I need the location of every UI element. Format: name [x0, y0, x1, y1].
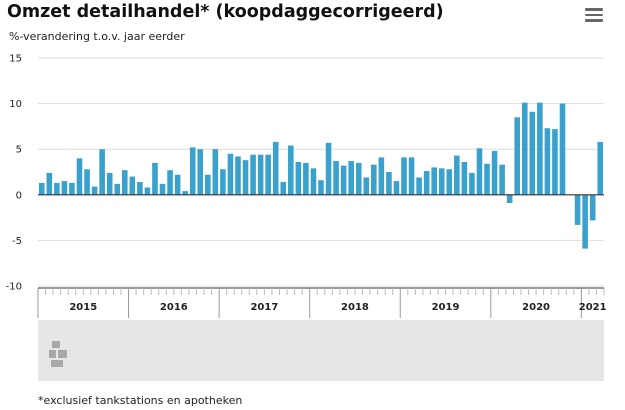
bar[interactable] [310, 168, 317, 195]
bar[interactable] [423, 171, 430, 195]
bar[interactable] [325, 142, 332, 195]
bar[interactable] [386, 172, 392, 195]
bar[interactable] [288, 145, 294, 195]
bar[interactable] [574, 194, 581, 225]
grid-lines [38, 57, 604, 287]
bar[interactable] [544, 128, 551, 195]
bar[interactable] [537, 102, 543, 195]
bar[interactable] [159, 183, 166, 195]
bar[interactable] [491, 151, 498, 195]
bar[interactable] [205, 174, 211, 195]
bar[interactable] [114, 183, 121, 195]
navigator-background[interactable] [38, 320, 604, 381]
bar[interactable] [484, 163, 490, 195]
bar[interactable] [152, 162, 158, 195]
x-axis: 2015 2016 2017 2018 2019 2020 2021 [37, 287, 607, 318]
bar[interactable] [582, 194, 588, 249]
x-tick-label-year: 2018 [341, 302, 369, 313]
bar[interactable] [559, 103, 566, 195]
bar[interactable] [371, 164, 377, 195]
y-tick-label: 5 [16, 145, 22, 156]
bar[interactable] [250, 154, 256, 195]
bar[interactable] [38, 182, 45, 195]
bar[interactable] [461, 161, 468, 195]
bar[interactable] [69, 182, 75, 195]
y-axis-ticks: 15 10 5 0 -5 -10 [6, 54, 22, 293]
bar[interactable] [303, 162, 309, 195]
bar[interactable] [265, 154, 271, 195]
x-tick-label-year: 2021 [579, 302, 607, 313]
bar[interactable] [454, 155, 460, 195]
y-tick-label: -5 [12, 236, 22, 247]
bar[interactable] [167, 170, 173, 195]
x-tick-label-year: 2020 [522, 302, 550, 313]
bar[interactable] [235, 156, 241, 195]
bar[interactable] [227, 153, 234, 195]
bar[interactable] [84, 169, 90, 195]
x-tick-label-year: 2016 [160, 302, 188, 313]
bar[interactable] [61, 181, 68, 195]
bar[interactable] [220, 169, 226, 195]
bar[interactable] [401, 157, 407, 195]
bar[interactable] [137, 182, 143, 195]
bar[interactable] [272, 141, 279, 195]
bar[interactable] [408, 157, 415, 195]
bar[interactable] [46, 172, 53, 195]
y-axis-label: %-verandering t.o.v. jaar eerder [9, 30, 185, 43]
x-tick-label-year: 2017 [250, 302, 278, 313]
bar[interactable] [295, 161, 302, 195]
bar[interactable] [106, 172, 113, 195]
bar[interactable] [446, 169, 453, 195]
bar[interactable] [363, 177, 370, 195]
cbs-logo-icon [49, 341, 67, 367]
bar[interactable] [589, 194, 596, 221]
bar[interactable] [552, 129, 558, 195]
bar[interactable] [416, 177, 422, 195]
bar[interactable] [506, 194, 513, 204]
bar[interactable] [499, 164, 505, 195]
range-navigator [38, 320, 604, 381]
bar[interactable] [476, 148, 483, 195]
bar[interactable] [438, 168, 445, 195]
bar[interactable] [340, 165, 347, 195]
chart-title: Omzet detailhandel* (koopdaggecorrigeerd… [7, 2, 444, 22]
bar[interactable] [257, 154, 264, 195]
bar[interactable] [212, 149, 219, 195]
y-tick-label: 15 [9, 54, 22, 65]
bar[interactable] [54, 182, 60, 195]
bar[interactable] [189, 147, 196, 195]
bar[interactable] [174, 174, 181, 195]
footnote: *exclusief tankstations en apotheken [38, 394, 243, 407]
bar[interactable] [242, 160, 249, 195]
bar[interactable] [318, 180, 324, 195]
bar[interactable] [280, 182, 287, 195]
bar[interactable] [469, 172, 475, 195]
bar[interactable] [393, 181, 400, 195]
bar[interactable] [355, 162, 362, 195]
bar-series [38, 102, 604, 249]
bar[interactable] [521, 102, 528, 195]
bar[interactable] [76, 158, 83, 195]
bar[interactable] [431, 167, 437, 195]
bar[interactable] [378, 157, 385, 195]
bar[interactable] [91, 186, 98, 195]
x-tick-label-year: 2015 [69, 302, 97, 313]
bar[interactable] [129, 176, 136, 195]
bar[interactable] [197, 149, 204, 195]
y-tick-label: 0 [16, 190, 22, 201]
x-tick-label-year: 2019 [432, 302, 460, 313]
bar[interactable] [121, 170, 128, 195]
bar[interactable] [348, 161, 354, 195]
bar[interactable] [514, 117, 520, 195]
bar[interactable] [333, 161, 339, 195]
bar[interactable] [144, 187, 151, 195]
bar[interactable] [529, 111, 536, 195]
bar[interactable] [597, 141, 604, 195]
bar[interactable] [182, 191, 188, 195]
y-tick-label: -10 [6, 282, 22, 293]
y-tick-label: 10 [9, 99, 22, 110]
hamburger-menu-icon[interactable] [585, 8, 603, 22]
bar[interactable] [99, 149, 105, 195]
